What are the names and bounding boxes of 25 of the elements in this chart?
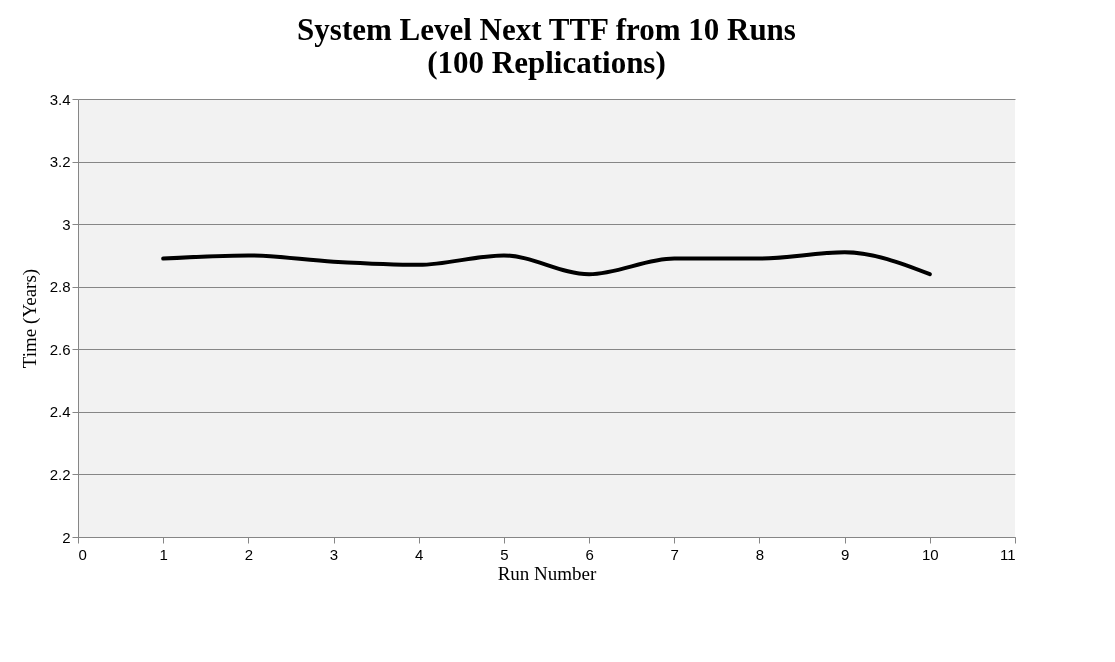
y-tick-label: 3.2: [49, 153, 71, 171]
y-tick-label: 2.6: [49, 340, 71, 358]
text: (100 Replications): [427, 45, 666, 80]
x-tick-label: 7: [670, 545, 679, 563]
x-tick-label: 6: [585, 545, 594, 563]
x-tick-label: 10: [921, 545, 939, 563]
x-tick-label: 1: [159, 545, 168, 563]
y-tick-label: 2.4: [49, 403, 71, 421]
x-tick-label: 0: [78, 545, 87, 563]
x-tick-label: 9: [840, 545, 850, 563]
line-series: [161, 250, 932, 277]
y-tick-label: 3.4: [49, 90, 71, 108]
text: System Level Next TTF from 10 Runs: [297, 12, 796, 47]
x-tick-label: 8: [755, 545, 765, 563]
x-tick-label: 2: [244, 545, 254, 563]
y-axis-title: Time (Years): [18, 268, 41, 369]
x-tick-label: 11: [999, 545, 1016, 563]
x-tick-label: 5: [500, 545, 509, 563]
x-tick-label: 4: [415, 545, 424, 563]
y-tick-label: 2.8: [49, 278, 71, 296]
y-tick-label: 3: [62, 215, 71, 233]
x-axis-title: Run Number: [497, 562, 598, 584]
x-tick-label: 3: [329, 545, 339, 563]
y-tick-label: 2.2: [49, 465, 71, 483]
y-tick-label: 2: [62, 528, 71, 546]
